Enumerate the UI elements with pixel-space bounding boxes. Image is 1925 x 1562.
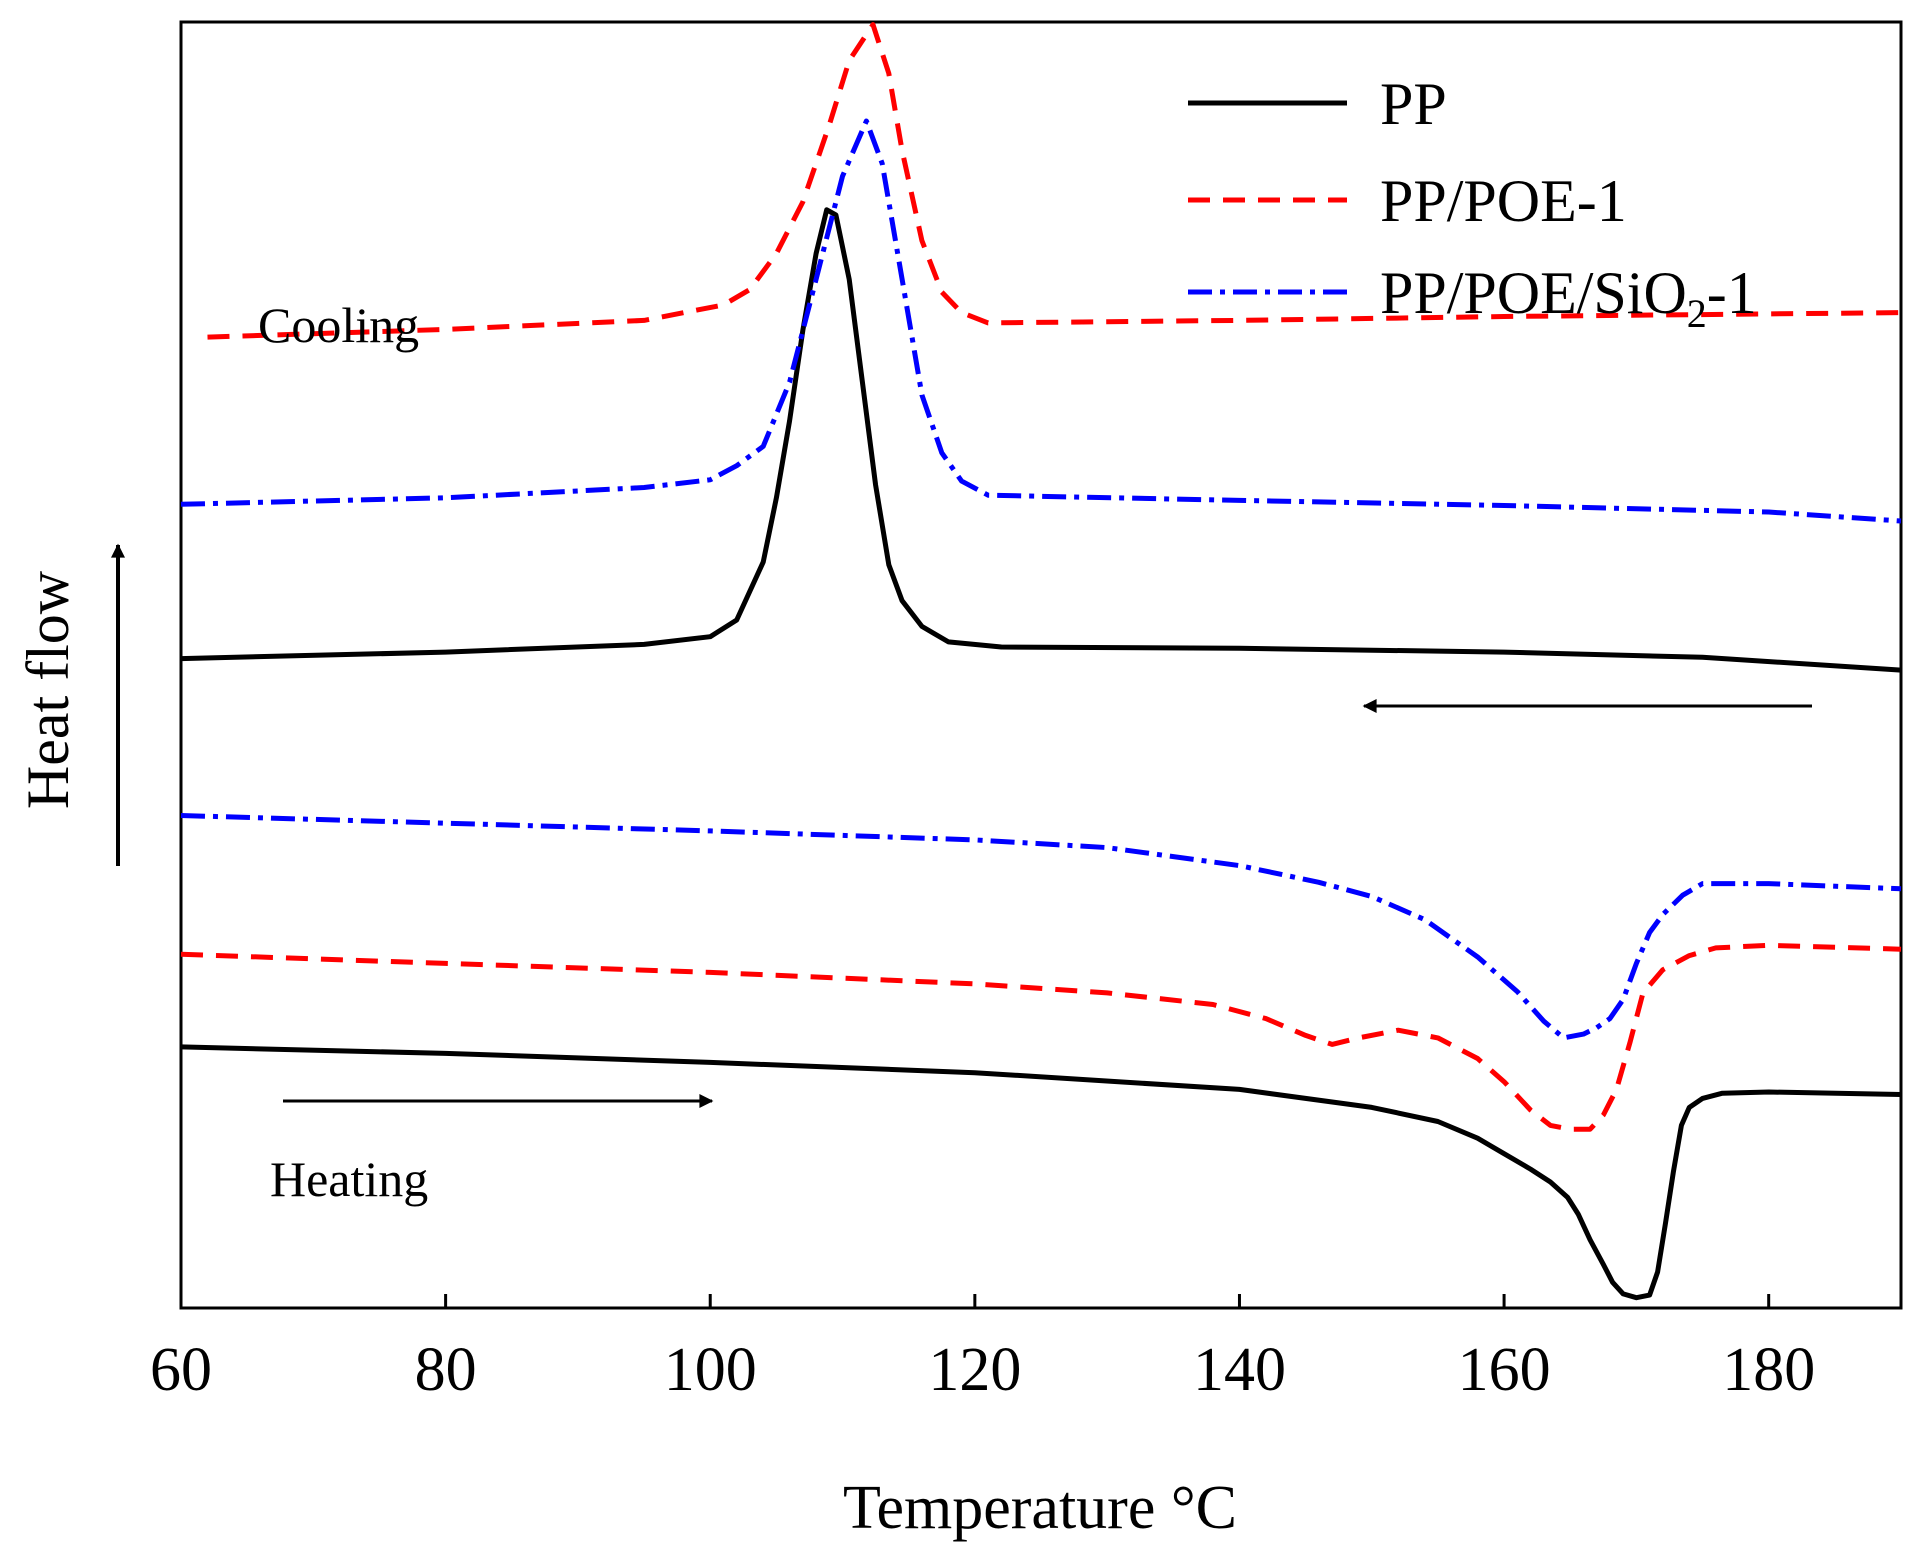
cooling-annotation: Cooling [258,297,419,353]
x-tick-label-160: 160 [1458,1336,1551,1404]
legend-label-pp-poe-sio2-1: PP/POE/SiO2-1 [1380,260,1757,336]
legend-label-pp: PP [1380,71,1447,137]
series-pp-cooling [180,207,1902,673]
series-pp-poe-sio2-1-cooling [180,118,1902,524]
x-tick-label-60: 60 [150,1336,212,1404]
series-pp-heating [180,1044,1902,1301]
legend: PP PP/POE-1 PP/POE/SiO2-1 [1188,71,1757,336]
x-tick-label-100: 100 [664,1336,757,1404]
plot-frame [179,20,1903,1310]
x-tick-label-140: 140 [1193,1336,1286,1404]
y-axis-label: Heat flow [15,570,81,809]
series-pp-poe-1-heating [180,942,1902,1132]
x-tick-label-180: 180 [1722,1336,1815,1404]
series-layer [180,22,1902,1301]
legend-label-pp-poe-1: PP/POE-1 [1380,168,1627,234]
x-tick-label-120: 120 [928,1336,1021,1404]
x-axis-ticks: 60 80 100 120 140 160 180 [150,1294,1815,1404]
x-axis-label: Temperature °C [843,1474,1237,1542]
heating-annotation: Heating [270,1151,428,1207]
series-pp-poe-sio2-1-heating [180,813,1902,1041]
x-tick-label-80: 80 [415,1336,477,1404]
series-pp-poe-1-cooling [207,22,1902,340]
